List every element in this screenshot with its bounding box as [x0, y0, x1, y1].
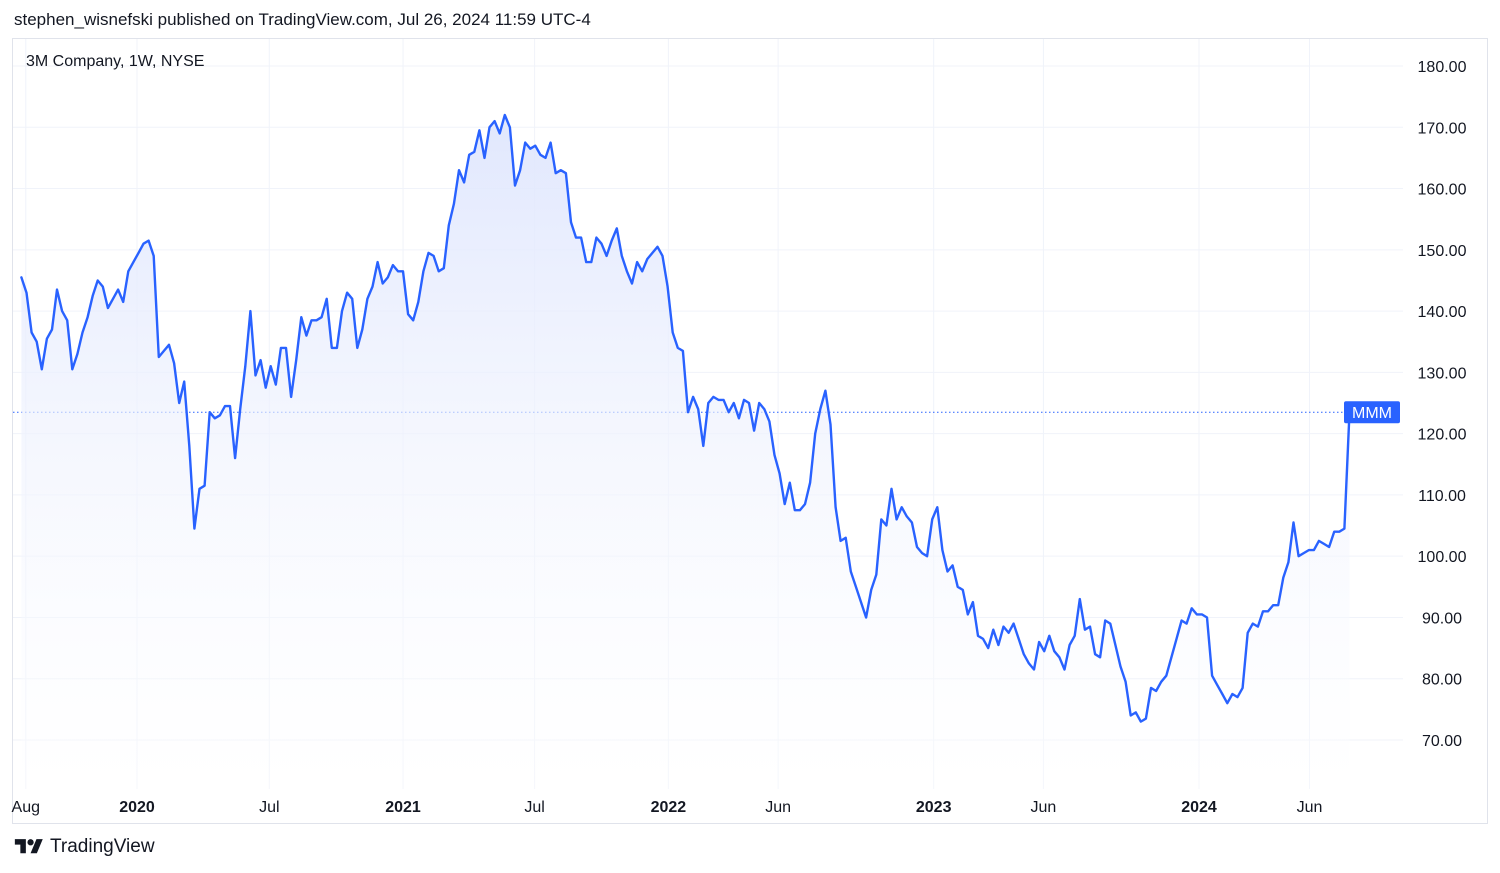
x-tick-label: Jun: [1297, 799, 1323, 816]
x-tick-label: Jun: [765, 799, 791, 816]
x-tick-label: Aug: [12, 799, 40, 816]
y-tick-label: 120.00: [1418, 427, 1467, 444]
y-tick-label: 130.00: [1418, 365, 1467, 382]
x-tick-label: 2023: [916, 799, 952, 816]
x-tick-label: Jun: [1031, 799, 1057, 816]
x-tick-label: Jul: [259, 799, 279, 816]
symbol-label: 3M Company, 1W, NYSE: [26, 53, 204, 70]
footer: TradingView: [14, 836, 155, 858]
plot-area: [20, 113, 1351, 789]
y-tick-label: 70.00: [1422, 733, 1462, 750]
y-tick-label: 150.00: [1418, 243, 1467, 260]
ticker-price-tag[interactable]: MMM: [1344, 401, 1400, 424]
y-tick-label: 160.00: [1418, 182, 1467, 199]
x-tick-label: Jul: [524, 799, 544, 816]
y-tick-label: 180.00: [1418, 59, 1467, 76]
y-tick-label: 110.00: [1418, 488, 1466, 505]
y-tick-label: 80.00: [1422, 672, 1462, 689]
axes: 180.00 170.00 160.00 150.00 140.00 130.00 120.…: [12, 59, 1467, 816]
x-tick-label: 2020: [119, 799, 155, 816]
price-area-fill: [21, 115, 1350, 789]
ticker-tag-label: MMM: [1352, 405, 1392, 422]
y-tick-label: 90.00: [1422, 610, 1462, 627]
x-tick-label: 2022: [651, 799, 687, 816]
publisher-header: stephen_wisnefski published on TradingVi…: [14, 10, 591, 29]
tradingview-logo-icon: [14, 839, 43, 854]
y-tick-label: 100.00: [1418, 549, 1467, 566]
chart-frame: [12, 38, 1488, 824]
y-tick-label: 140.00: [1418, 304, 1467, 321]
x-tick-label: 2021: [385, 799, 421, 816]
price-series-line: [20, 113, 1351, 723]
tradingview-brand[interactable]: TradingView: [50, 836, 155, 857]
y-tick-label: 170.00: [1418, 120, 1467, 137]
ticker-tag-background: [1344, 401, 1400, 424]
x-tick-label: 2024: [1181, 799, 1217, 816]
